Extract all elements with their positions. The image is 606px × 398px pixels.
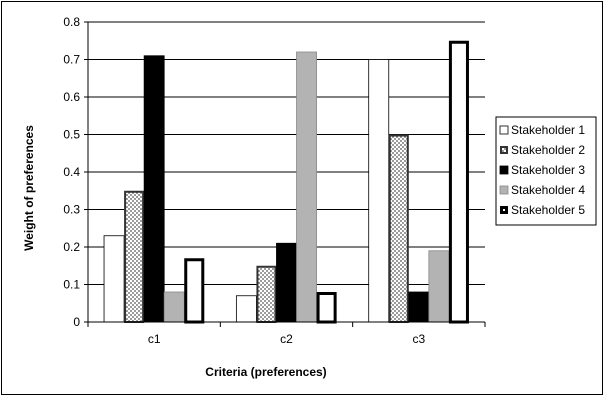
bar-stakeholder-2-c2 bbox=[256, 265, 277, 323]
bar-stakeholder-1-c3 bbox=[368, 59, 390, 323]
bar-stakeholder-5-c2 bbox=[316, 292, 337, 324]
bar-stakeholder-1-c1 bbox=[103, 235, 125, 323]
bar-stakeholder-4-c3 bbox=[428, 250, 450, 323]
x-axis-title: Criteria (preferences) bbox=[205, 365, 326, 379]
legend-swatch bbox=[499, 165, 509, 175]
bar-stakeholder-3-c2 bbox=[276, 242, 297, 323]
legend-swatch bbox=[500, 146, 508, 154]
bar-stakeholder-3-c1 bbox=[143, 55, 165, 323]
y-tick-labels: 0 0.1 0.2 0.3 0.4 0.5 0.6 0.7 0.8 bbox=[63, 15, 80, 329]
bar-stakeholder-1-c2 bbox=[235, 295, 257, 323]
legend-label: Stakeholder 4 bbox=[511, 183, 585, 197]
bar-stakeholder-2-c1 bbox=[124, 190, 145, 323]
y-axis-title: Weight of preferences bbox=[22, 125, 36, 251]
y-tick-label: 0 bbox=[73, 315, 80, 329]
y-tick-label: 0.7 bbox=[63, 53, 80, 67]
legend-label: Stakeholder 3 bbox=[511, 163, 585, 177]
bar-stakeholder-5-c1 bbox=[184, 258, 205, 324]
legend-swatch bbox=[500, 206, 508, 214]
y-tick-label: 0.8 bbox=[63, 15, 80, 29]
legend-swatch bbox=[499, 185, 509, 195]
y-tick-label: 0.4 bbox=[63, 165, 80, 179]
x-tick-label: c1 bbox=[148, 332, 161, 346]
y-tick-label: 0.6 bbox=[63, 90, 80, 104]
legend-label: Stakeholder 1 bbox=[511, 123, 585, 137]
y-tick-label: 0.2 bbox=[63, 240, 80, 254]
y-tick-label: 0.5 bbox=[63, 128, 80, 142]
bar-stakeholder-4-c1 bbox=[163, 291, 185, 323]
x-tick-labels: c1 c2 c3 bbox=[148, 332, 426, 346]
bar-stakeholder-3-c3 bbox=[408, 291, 430, 323]
bars bbox=[103, 40, 469, 324]
legend-box bbox=[495, 116, 597, 226]
x-tick-label: c2 bbox=[280, 332, 293, 346]
legend: Stakeholder 1 Stakeholder 2 Stakeholder 3 S… bbox=[495, 116, 597, 226]
axes bbox=[84, 21, 486, 327]
bar-stakeholder-2-c3 bbox=[388, 134, 409, 323]
y-tick-label: 0.1 bbox=[63, 278, 80, 292]
legend-label: Stakeholder 5 bbox=[511, 203, 585, 217]
x-tick-label: c3 bbox=[412, 332, 425, 346]
y-tick-label: 0.3 bbox=[63, 203, 80, 217]
legend-label: Stakeholder 2 bbox=[511, 143, 585, 157]
legend-swatch bbox=[499, 125, 509, 135]
bar-stakeholder-4-c2 bbox=[296, 51, 317, 323]
bar-stakeholder-5-c3 bbox=[448, 40, 469, 324]
